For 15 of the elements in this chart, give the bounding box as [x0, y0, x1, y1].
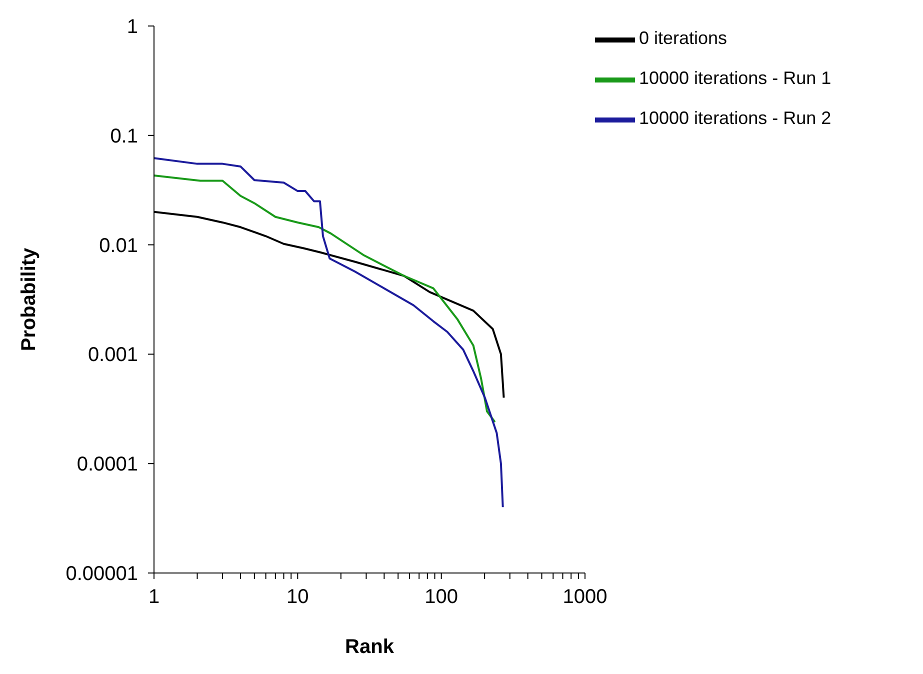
x-tick-label: 10 [286, 586, 309, 608]
x-tick-label: 1000 [562, 586, 608, 608]
x-tick-label: 1 [148, 586, 160, 608]
y-tick-label: 0.01 [99, 234, 138, 257]
x-axis-title: Rank [345, 636, 395, 658]
y-tick-label: 0.00001 [66, 563, 138, 585]
y-tick-label: 0.0001 [76, 454, 138, 476]
y-tick-label: 0.1 [110, 125, 138, 148]
legend-label: 10000 iterations - Run 1 [639, 68, 832, 88]
legend-label: 10000 iterations - Run 2 [639, 108, 832, 128]
y-tick-label: 0.001 [88, 344, 138, 366]
legend-label: 0 iterations [639, 28, 728, 48]
x-tick-label: 100 [424, 586, 458, 608]
y-axis-title: Probability [18, 246, 40, 352]
y-tick-label: 1 [126, 16, 138, 38]
